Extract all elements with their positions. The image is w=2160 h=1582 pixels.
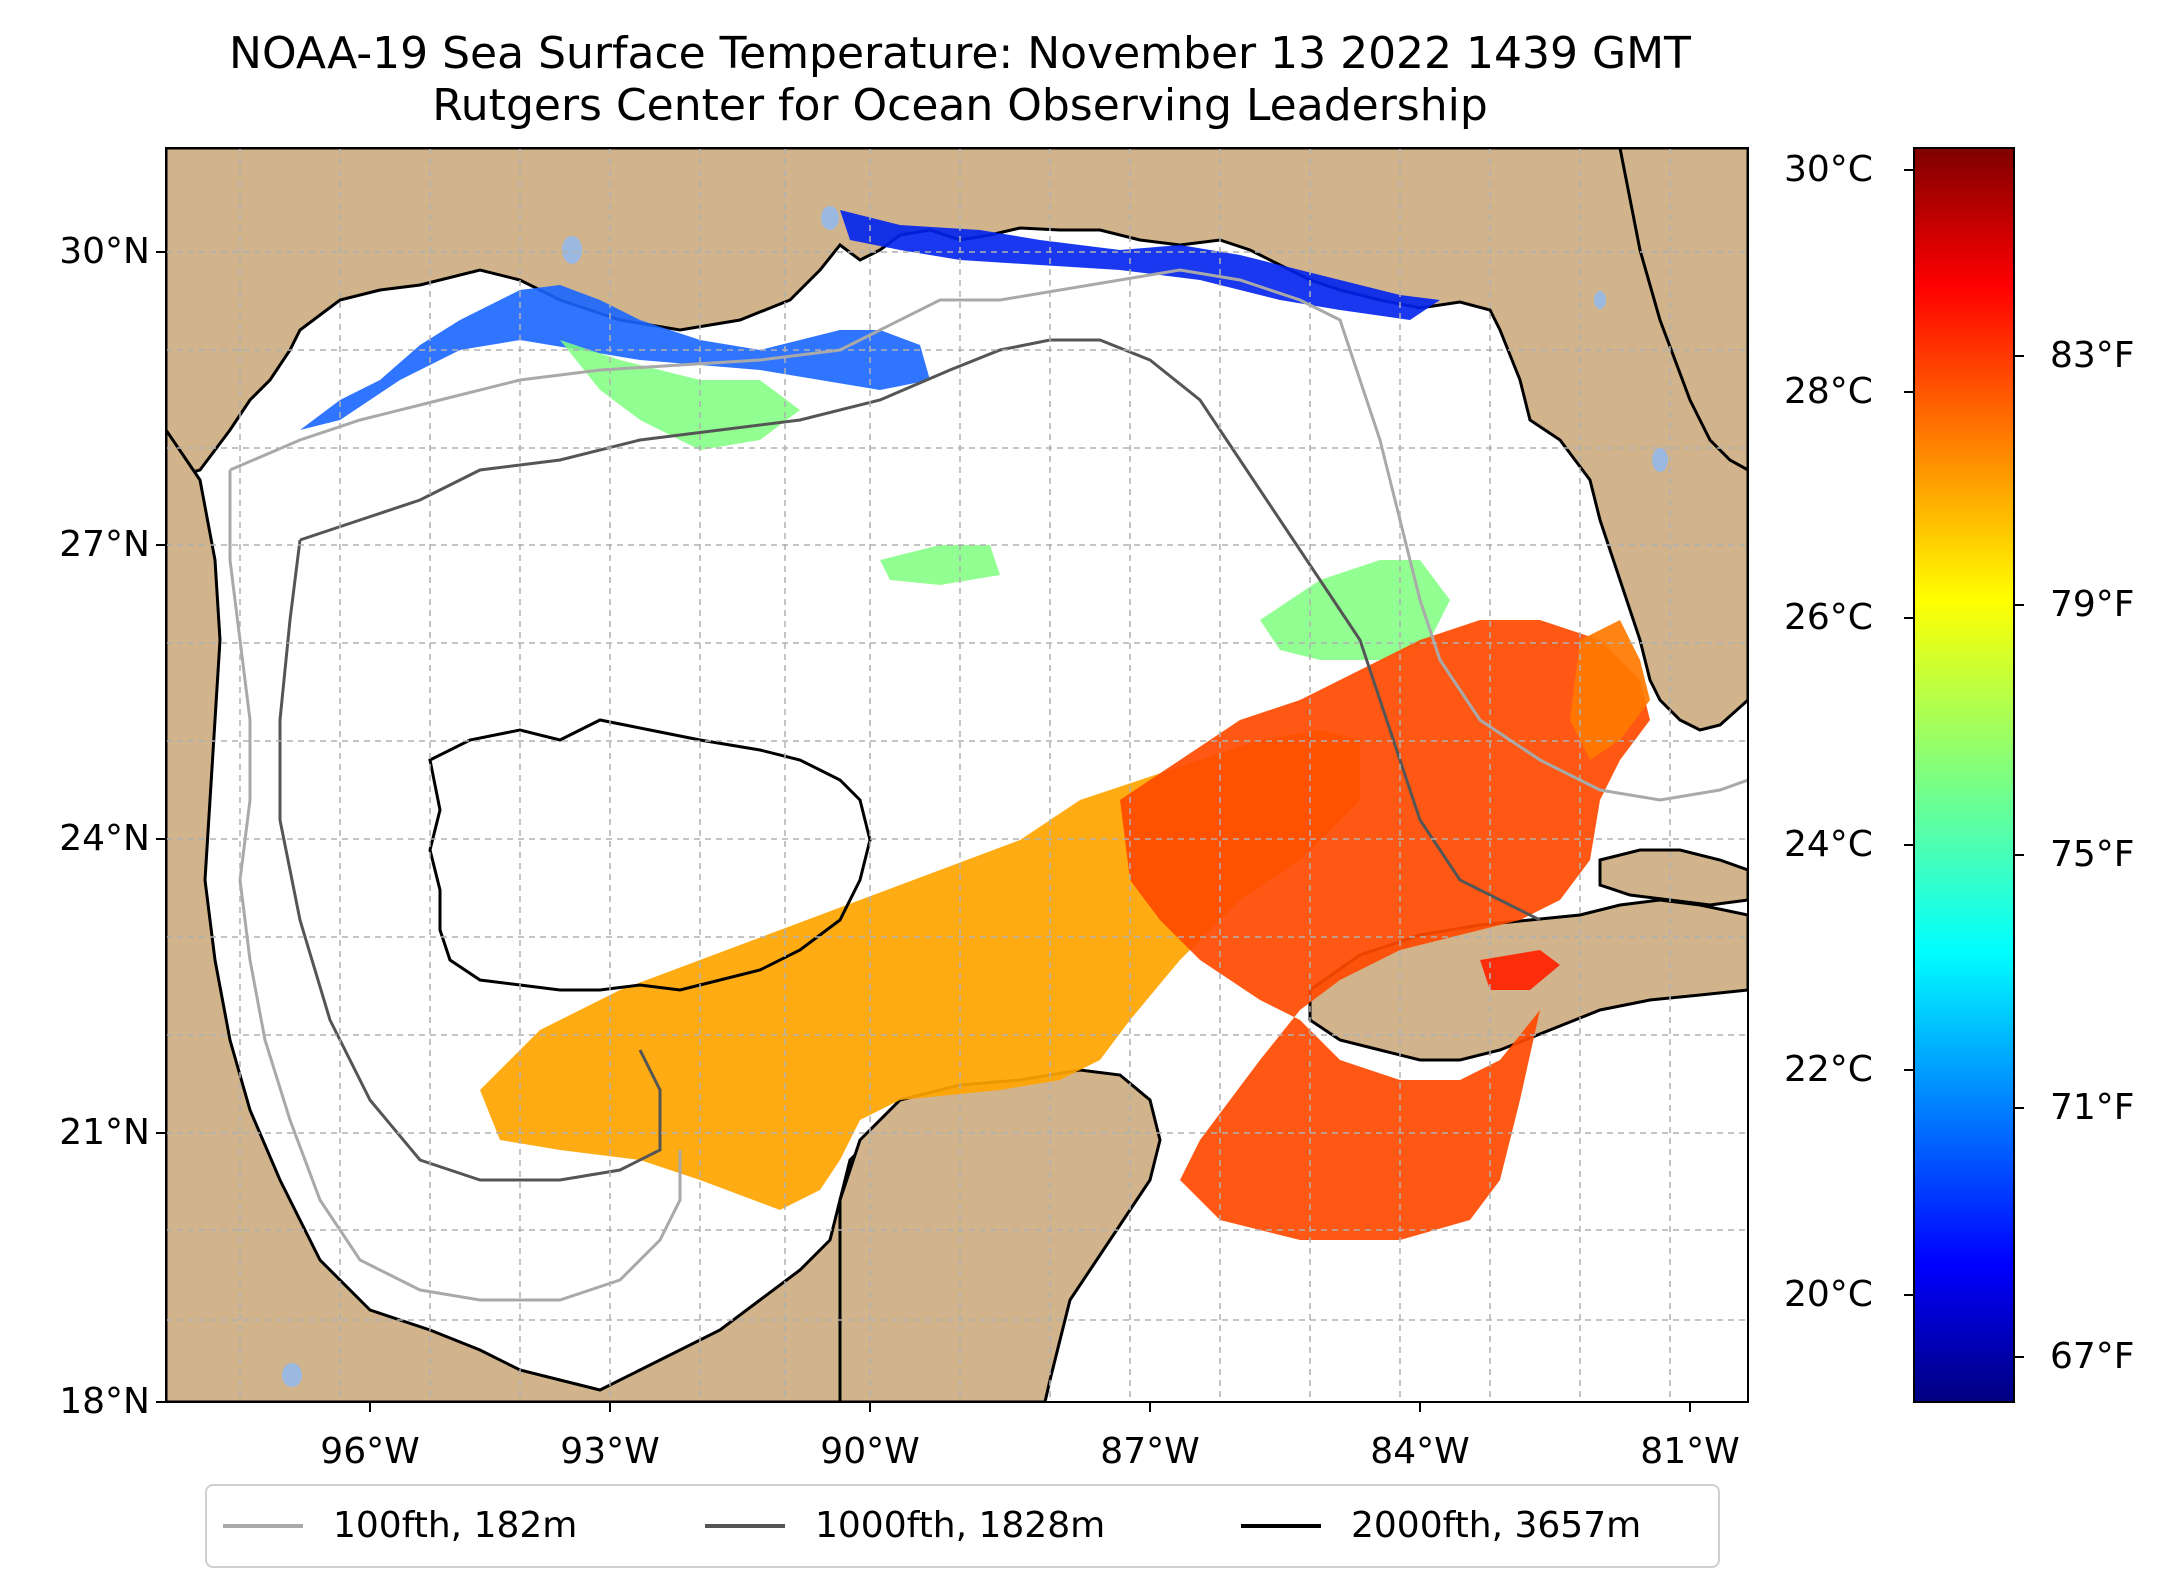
map-subtitle: Rutgers Center for Ocean Observing Leade… [432,80,1488,131]
isobath-legend: 100fth, 182m 1000fth, 1828m 2000fth, 365… [205,1484,1720,1568]
colorbar-fahrenheit-label: 75°F [2050,834,2135,875]
colorbar-fahrenheit-label: 71°F [2050,1087,2135,1128]
lake [1594,291,1606,309]
colorbar-fahrenheit-label: 83°F [2050,335,2135,376]
lake [562,236,582,264]
sst-data [300,210,1650,1240]
isobath-1000fth [278,338,1541,1182]
legend-item-1000fth: 1000fth, 1828m [705,1504,1105,1548]
lake [282,1363,302,1387]
bahamas-islands-land [1598,848,1748,907]
legend-label-2000fth: 2000fth, 3657m [1351,1505,1642,1546]
lon-label: 93°W [560,1431,660,1472]
lon-label: 87°W [1100,1431,1200,1472]
legend-label-1000fth: 1000fth, 1828m [815,1505,1106,1546]
sst-patch-mississippi-cool [840,210,1440,320]
lon-label: 81°W [1640,1431,1740,1472]
colorbar-celsius-label: 26°C [1784,597,1873,638]
colorbar-celsius-label: 22°C [1784,1049,1873,1090]
sst-patch-east-green [1260,560,1450,660]
map-area [166,148,1748,1402]
sst-patch-northern-cool [300,285,930,430]
lake [1652,448,1668,472]
gridlines [166,148,1748,1402]
florida-peninsula-tip [1618,148,1748,472]
sst-patch-florida-orange [1570,620,1650,760]
map-frame [165,147,1749,1403]
colorbar-ticks [1904,169,2024,1358]
lake [821,206,839,230]
legend-line-1000fth [705,1524,785,1528]
colorbar-celsius-label: 20°C [1784,1274,1873,1315]
isobath-contours [228,268,1748,1302]
legend-label-100fth: 100fth, 182m [333,1505,578,1546]
legend-item-2000fth: 2000fth, 3657m [1241,1504,1641,1548]
colorbar-fahrenheit-label: 79°F [2050,584,2135,625]
legend-line-100fth [223,1524,303,1528]
axis-ticks [156,251,1691,1412]
lon-label: 96°W [320,1431,420,1472]
lon-label: 90°W [820,1431,920,1472]
lat-label: 30°N [59,231,150,272]
colorbar-fahrenheit-label: 67°F [2050,1336,2135,1377]
sst-patch-eastern-red [1120,620,1650,1240]
sst-patch-cuba-red [1480,950,1560,990]
legend-line-2000fth [1241,1524,1321,1528]
lon-label: 84°W [1370,1431,1470,1472]
lakes [282,206,1668,1387]
lat-label: 18°N [59,1381,150,1422]
legend-item-100fth: 100fth, 182m [223,1504,577,1548]
lat-label: 21°N [59,1112,150,1153]
sst-patch-central-green [880,545,1000,585]
lat-label: 27°N [59,524,150,565]
colorbar-gradient [1913,147,2015,1403]
colorbar-celsius-label: 30°C [1784,149,1873,190]
colorbar-celsius-label: 28°C [1784,371,1873,412]
isobath-2000fth [428,718,872,992]
colorbar-celsius-label: 24°C [1784,824,1873,865]
map-title: NOAA-19 Sea Surface Temperature: Novembe… [229,28,1691,79]
lat-label: 24°N [59,818,150,859]
isobath-100fth [228,268,1748,1302]
